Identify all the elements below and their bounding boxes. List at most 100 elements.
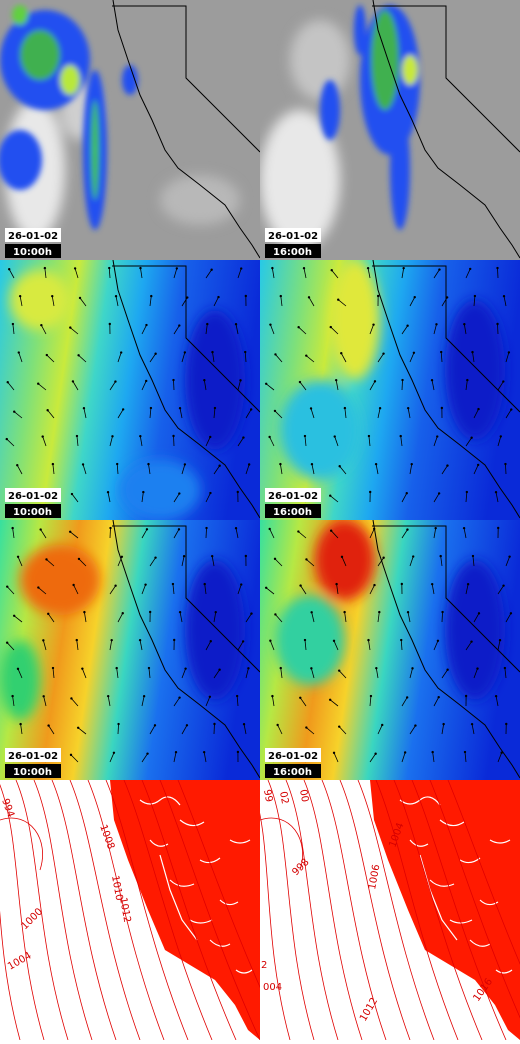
wind-arrow-head [248, 463, 250, 465]
wind-arrow-head [274, 410, 276, 412]
wind-arrow-head [401, 583, 403, 585]
wind-arrow-head [414, 724, 416, 726]
map-shape [120, 460, 200, 520]
wind-arrow-head [37, 383, 39, 385]
wind-arrow-head [280, 667, 282, 669]
wind-arrow-head [214, 407, 216, 409]
wind-arrow-head [186, 724, 188, 726]
wind-arrow-head [6, 585, 8, 587]
wind-arrow-head [172, 379, 174, 381]
time-label: 16:00h [273, 767, 312, 778]
wind-arrow-head [438, 268, 440, 270]
date-label: 26-01-02 [268, 751, 318, 762]
wind-arrow [505, 464, 506, 474]
map-shape [20, 545, 100, 615]
wind-arrow-head [145, 324, 147, 326]
wind-arrow-head [333, 640, 335, 642]
wind-arrow-head [47, 613, 49, 615]
date-label: 26-01-02 [268, 231, 318, 242]
wind-arrow-head [42, 639, 44, 641]
wind-arrow-head [154, 556, 156, 558]
wind-panel [260, 260, 520, 520]
wind-arrow-head [7, 381, 9, 383]
wind-arrow-head [441, 611, 443, 613]
wind-arrow [206, 528, 207, 538]
wind-arrow-head [210, 640, 212, 642]
wind-arrow-head [109, 323, 111, 325]
wind-arrow-head [203, 379, 205, 381]
wind-arrow-head [115, 295, 117, 297]
wind-arrow-head [337, 299, 339, 301]
wind-arrow-head [329, 495, 331, 497]
wind-arrow-head [121, 556, 123, 558]
wind-arrow-head [111, 435, 113, 437]
wind-arrow-head [107, 695, 109, 697]
wind-arrow [442, 612, 443, 622]
wind-arrow-head [150, 407, 152, 409]
date-label: 26-01-02 [8, 231, 58, 242]
wind-arrow-head [179, 611, 181, 613]
wind-arrow-head [338, 725, 340, 727]
wind-arrow-head [178, 492, 180, 494]
map-shape [185, 560, 245, 700]
wind-arrow-head [474, 295, 476, 297]
map-shape [91, 100, 99, 200]
wind-panel [0, 260, 260, 520]
wind-arrow-head [269, 323, 271, 325]
wind-arrow-head [247, 667, 249, 669]
wind-arrow-head [406, 696, 408, 698]
wind-arrow-head [13, 411, 15, 413]
wind-arrow-head [37, 586, 39, 588]
wind-arrow-head [19, 295, 21, 297]
map-shape [315, 520, 375, 600]
wind-arrow-head [240, 583, 242, 585]
wind-arrow-head [329, 699, 331, 701]
wind-arrow-head [464, 751, 466, 753]
wind-arrow-head [368, 435, 370, 437]
wind-arrow-head [115, 667, 117, 669]
map-shape [402, 55, 418, 85]
wind-arrow-head [310, 667, 312, 669]
wind-arrow-head [211, 555, 213, 557]
wind-arrow-head [502, 380, 504, 382]
wind-arrow-head [373, 528, 375, 530]
wind-arrow-head [478, 612, 480, 614]
wind-arrow-head [477, 408, 479, 410]
wind-arrow-head [437, 696, 439, 698]
wind-arrow-head [401, 379, 403, 381]
wind-arrow-head [496, 267, 498, 269]
wind-arrow-head [436, 435, 438, 437]
wind-arrow-head [79, 297, 81, 299]
wind-arrow-head [375, 463, 377, 465]
wind-arrow-head [466, 379, 468, 381]
wind-arrow-head [245, 555, 247, 557]
wind-arrow-head [504, 463, 506, 465]
wind-arrow-head [504, 667, 506, 669]
wind-arrow-head [206, 323, 208, 325]
wind-arrow-head [149, 611, 151, 613]
wind-arrow-head [276, 724, 278, 726]
wind-arrow-head [496, 323, 498, 325]
wind-arrow-head [250, 408, 252, 410]
wind-arrow-head [407, 611, 409, 613]
wind-arrow-head [274, 558, 276, 560]
wind-arrow-head [508, 351, 510, 353]
date-label: 26-01-02 [8, 751, 58, 762]
wind-arrow-head [435, 323, 437, 325]
wind-arrow-head [114, 380, 116, 382]
wind-arrow-head [44, 267, 46, 269]
wind-arrow-head [265, 383, 267, 385]
wind-arrow-head [406, 492, 408, 494]
wind-arrow-head [268, 436, 270, 438]
wind-arrow-head [499, 639, 501, 641]
wind-arrow-head [299, 381, 301, 383]
map-shape [0, 640, 40, 720]
wind-arrow-head [271, 267, 273, 269]
wind-arrow-head [497, 527, 499, 529]
wind-arrow [402, 380, 403, 390]
wind-arrow-head [237, 491, 239, 493]
wind-arrow [118, 724, 119, 734]
wind-arrow-head [310, 407, 312, 409]
wind-arrow-head [500, 751, 502, 753]
